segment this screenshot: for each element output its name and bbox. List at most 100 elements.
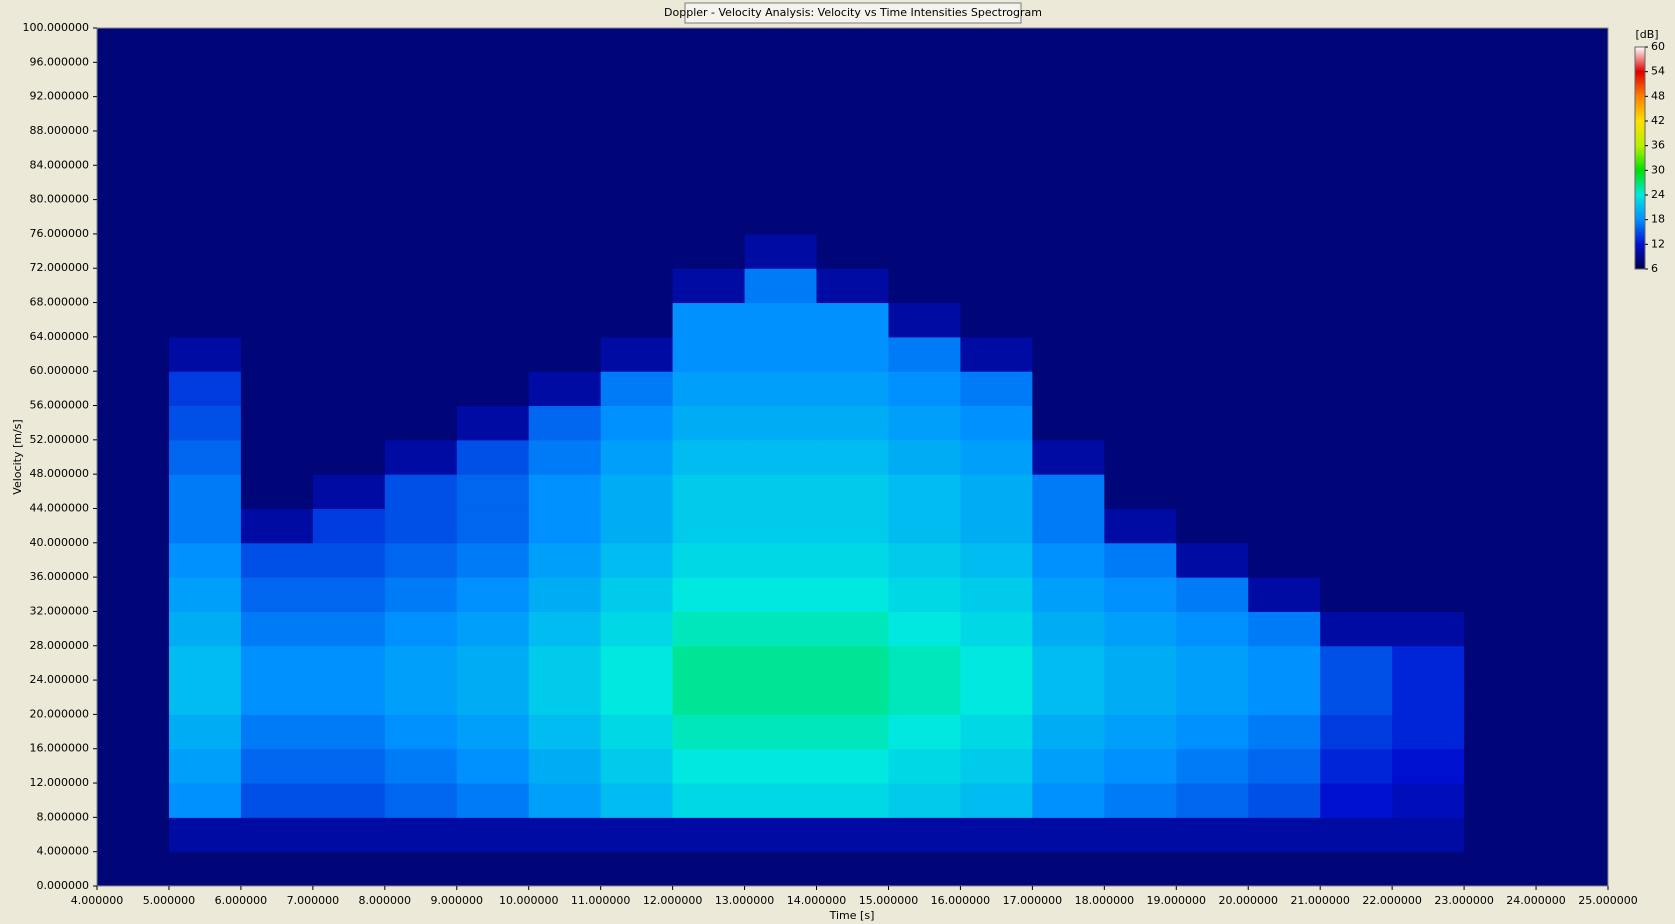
heatmap-cell [97,611,170,647]
heatmap-cell [744,62,818,98]
heatmap-cell [816,336,889,372]
heatmap-cell [240,199,314,235]
y-tick-label: 40.000000 [30,536,90,549]
heatmap-cell [1464,474,1537,509]
heatmap-cell [240,62,314,98]
heatmap-cell [960,748,1033,784]
heatmap-cell [1464,577,1537,612]
heatmap-cell [1248,508,1321,544]
heatmap-cell [600,199,674,235]
heatmap-cell [744,645,818,681]
heatmap-cell [888,233,961,269]
heatmap-cell [528,714,602,750]
heatmap-cell [600,851,674,887]
heatmap-cell [1320,611,1393,647]
heatmap-cell [528,165,602,201]
heatmap-cell [1536,62,1609,98]
heatmap-cell [168,611,242,647]
heatmap-cell [240,714,314,750]
heatmap-cell [384,439,458,475]
heatmap-cell [888,302,961,338]
heatmap-cell [672,405,746,441]
colorbar-tick-label: 54 [1651,65,1665,78]
y-tick-label: 16.000000 [30,742,90,755]
x-tick-label: 23.000000 [1434,894,1494,907]
heatmap-cell [1104,336,1177,372]
heatmap-cell [1536,130,1609,166]
heatmap-cell [312,474,386,509]
heatmap-cell [97,268,170,304]
heatmap-cell [528,233,602,269]
heatmap-cell [1032,96,1105,132]
heatmap-cell [816,748,889,784]
heatmap-cell [1536,783,1609,818]
heatmap-cell [672,96,746,132]
heatmap-cell [528,28,602,63]
heatmap-cell [1536,611,1609,647]
heatmap-cell [816,680,889,715]
heatmap-cell [312,268,386,304]
heatmap-cell [888,680,961,715]
heatmap-cell [600,611,674,647]
x-axis-label: Time [s] [829,909,875,922]
heatmap-cell [1392,748,1465,784]
heatmap-cell [456,96,530,132]
heatmap-cell [240,405,314,441]
heatmap-cell [1104,405,1177,441]
heatmap-cell [1464,302,1537,338]
colorbar-tick-label: 18 [1651,213,1665,226]
heatmap-cell [1176,371,1249,407]
heatmap-cell [816,199,889,235]
heatmap-cell [1176,233,1249,269]
heatmap-cell [1536,542,1609,578]
heatmap-cell [744,302,818,338]
heatmap-cell [1464,405,1537,441]
heatmap-cell [1320,405,1393,441]
heatmap-cell [1248,405,1321,441]
heatmap-cell [600,508,674,544]
heatmap-cell [960,645,1033,681]
heatmap-cell [960,817,1033,853]
heatmap-cell [240,645,314,681]
heatmap-cell [1464,165,1537,201]
heatmap-cell [1320,817,1393,853]
heatmap-cell [1176,748,1249,784]
y-tick-label: 12.000000 [30,776,90,789]
heatmap-cell [1248,336,1321,372]
heatmap-cell [1320,96,1393,132]
heatmap-cell [1176,851,1249,887]
heatmap-cell [384,268,458,304]
heatmap-cell [312,851,386,887]
heatmap-cell [1248,199,1321,235]
heatmap-cell [600,817,674,853]
heatmap-cell [888,96,961,132]
heatmap-cell [168,302,242,338]
heatmap-cell [960,62,1033,98]
heatmap-cell [168,645,242,681]
heatmap-cell [744,336,818,372]
heatmap-cell [672,611,746,647]
y-tick-label: 96.000000 [30,55,90,68]
heatmap-cell [744,268,818,304]
heatmap-cell [456,680,530,715]
heatmap-cell [744,542,818,578]
x-tick-label: 24.000000 [1506,894,1566,907]
heatmap-cell [240,302,314,338]
heatmap-cell [816,783,889,818]
heatmap-cell [97,199,170,235]
heatmap-cell [888,542,961,578]
heatmap-cell [600,233,674,269]
heatmap-cell [1464,783,1537,818]
heatmap-cell [1464,62,1537,98]
heatmap-cell [1464,233,1537,269]
heatmap-cell [312,508,386,544]
heatmap-cell [312,28,386,63]
heatmap-cell [456,336,530,372]
heatmap-cell [1032,336,1105,372]
heatmap-cell [384,233,458,269]
chart-title: Doppler - Velocity Analysis: Velocity vs… [664,6,1042,19]
heatmap-cell [1536,851,1609,887]
heatmap-cell [1104,508,1177,544]
heatmap-cell [1536,165,1609,201]
heatmap-cell [1176,474,1249,509]
